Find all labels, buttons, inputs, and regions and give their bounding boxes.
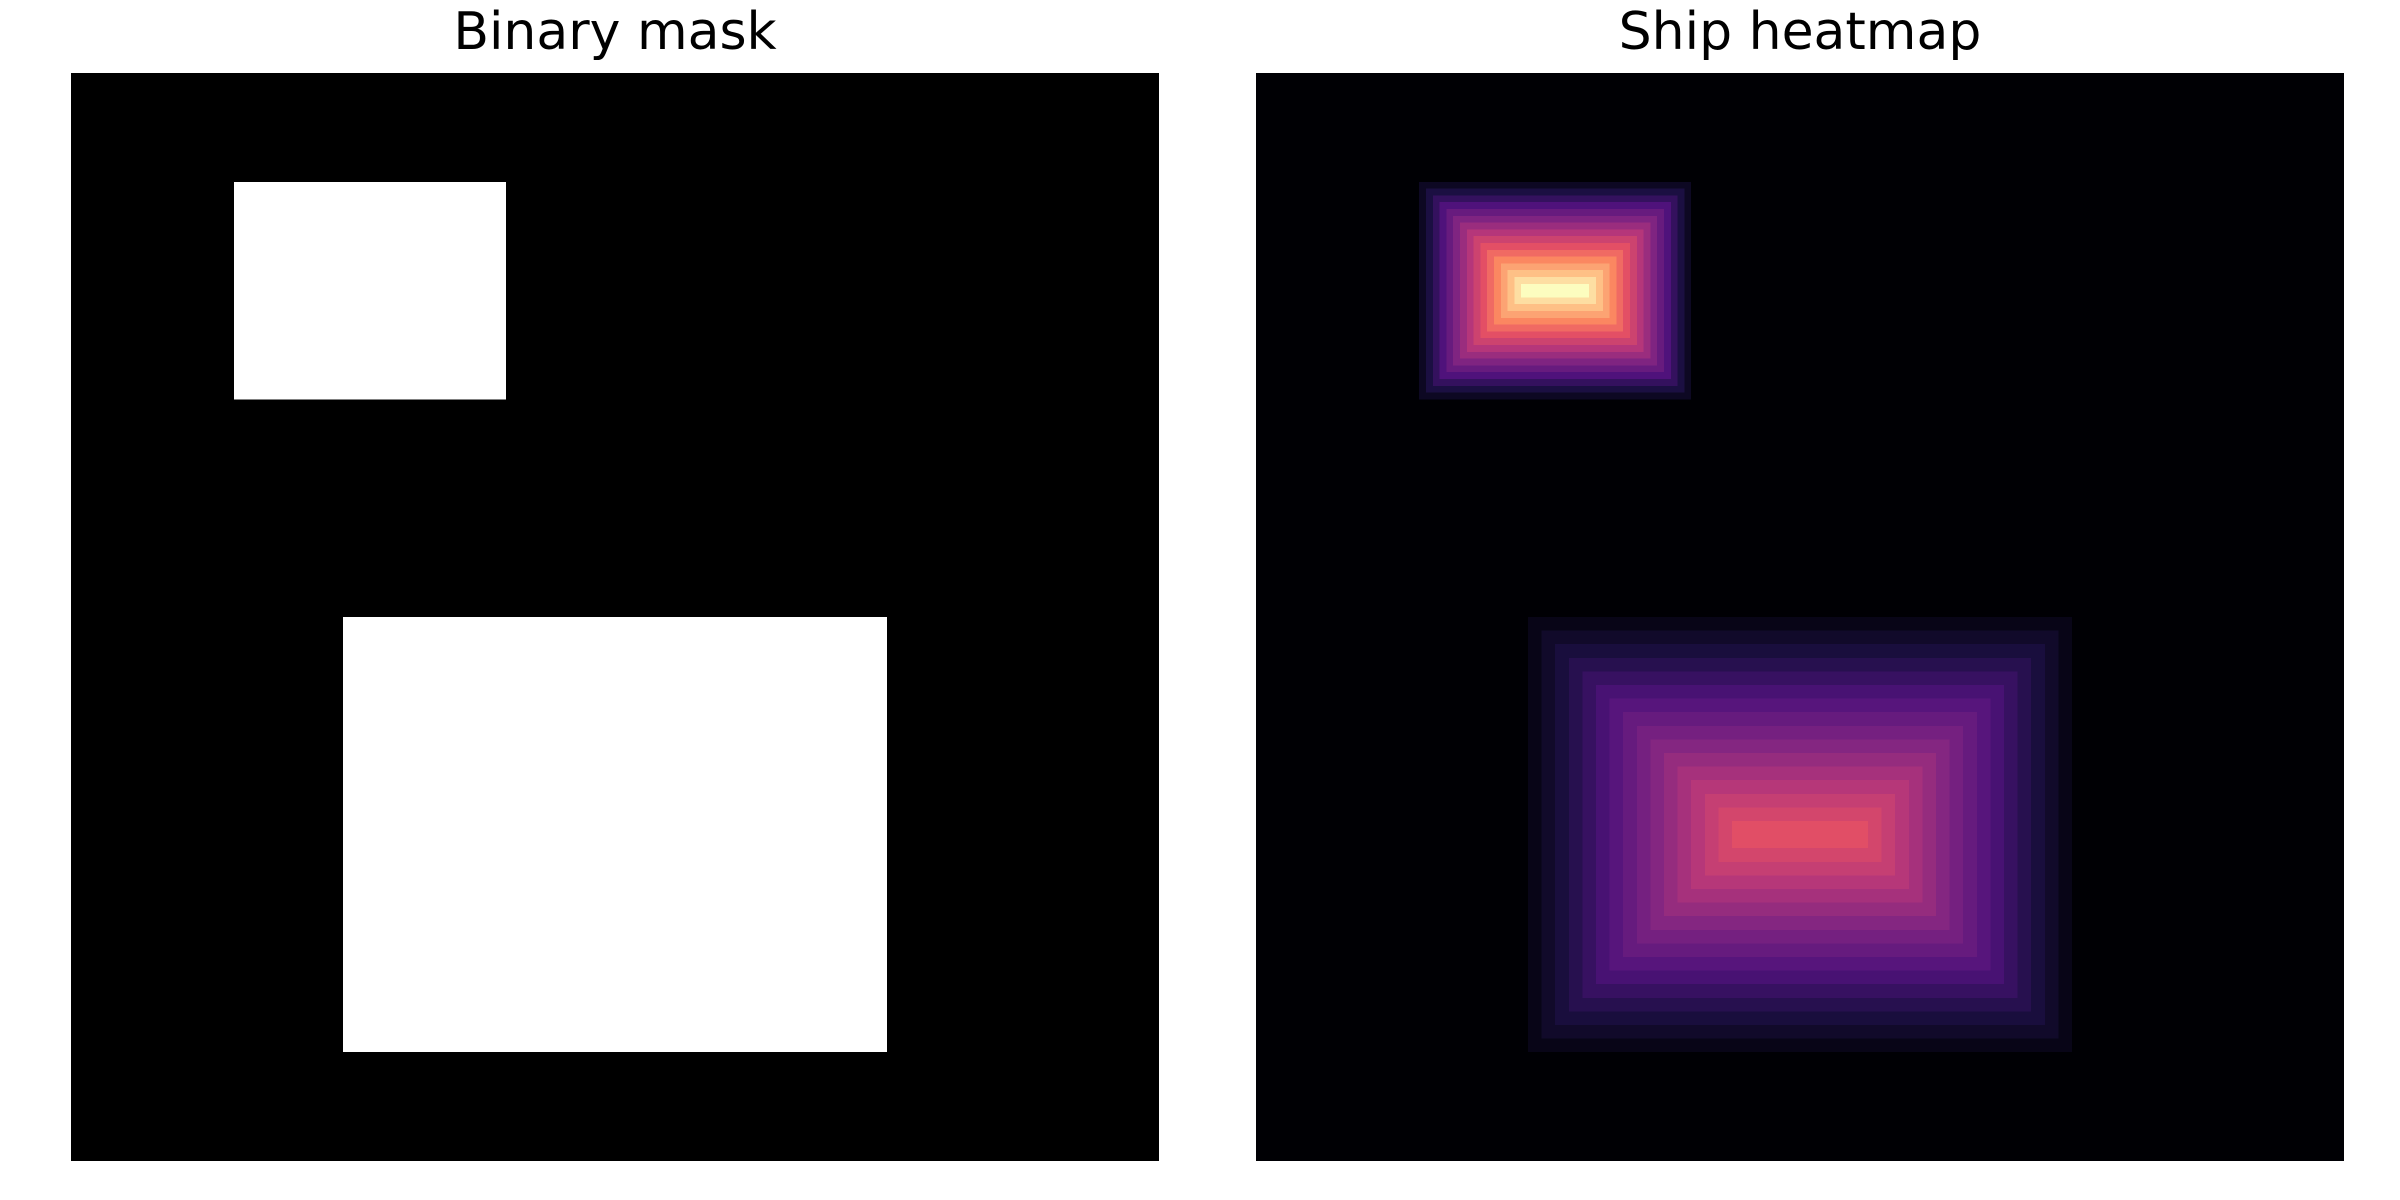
heatmap-ship-1-level-16 xyxy=(1521,283,1590,298)
heatmap-ship-2-level-16 xyxy=(1732,821,1868,849)
mask-region-1 xyxy=(234,181,507,400)
mask-region-2 xyxy=(343,617,887,1053)
heatmap-title: Ship heatmap xyxy=(1618,2,1982,62)
binary-mask-image xyxy=(71,73,1159,1161)
ship-heatmap-image xyxy=(1256,73,2344,1161)
mask-title: Binary mask xyxy=(453,2,777,62)
